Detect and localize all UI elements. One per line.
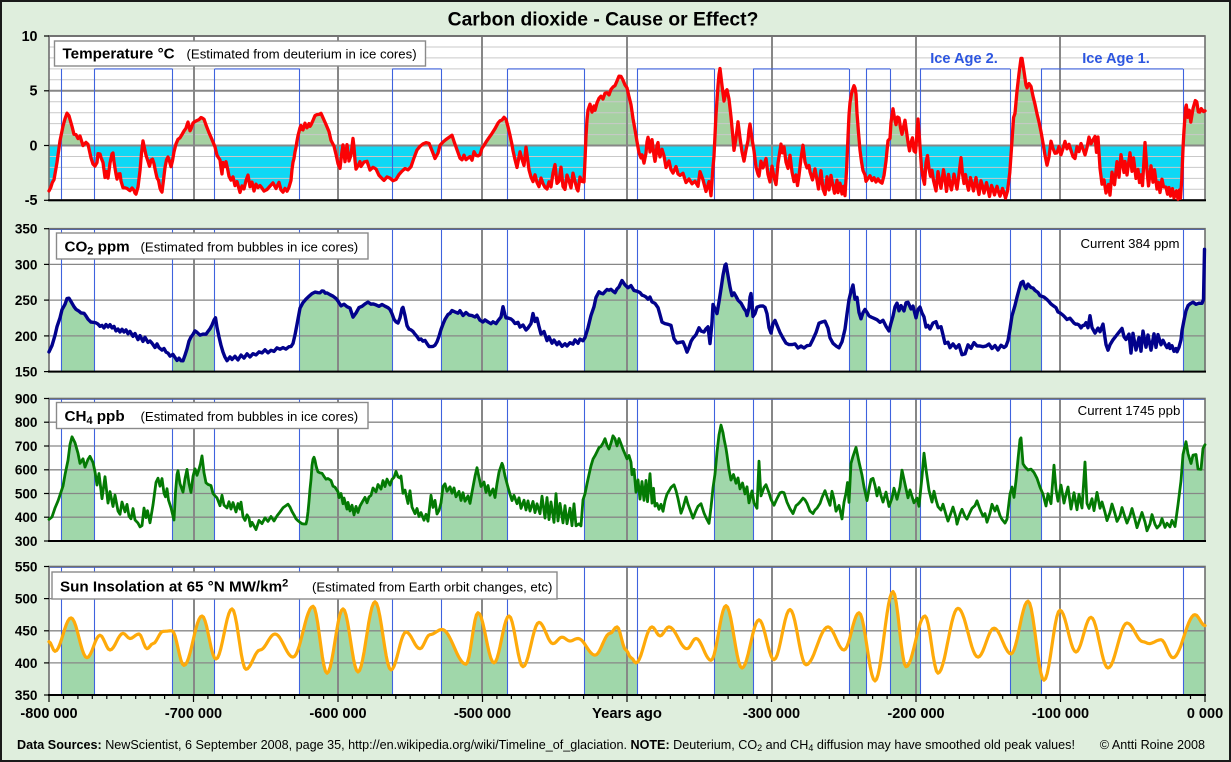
svg-text:0: 0 (30, 138, 38, 154)
svg-text:(Estimated from bubbles in ice: (Estimated from bubbles in ice cores) (141, 409, 359, 424)
svg-text:-300 000: -300 000 (743, 706, 800, 722)
svg-text:© Antti Roine 2008: © Antti Roine 2008 (1100, 738, 1205, 752)
svg-text:900: 900 (15, 391, 38, 406)
svg-text:350: 350 (15, 688, 38, 703)
svg-text:200: 200 (15, 329, 38, 344)
svg-text:Data Sources: NewScientist, 6: Data Sources: NewScientist, 6 September … (17, 738, 1075, 753)
svg-text:(Estimated from deuterium in i: (Estimated from deuterium in ice cores) (187, 47, 417, 62)
svg-text:300: 300 (15, 257, 38, 272)
svg-text:Temperature °C: Temperature °C (63, 46, 175, 63)
svg-text:-800 000: -800 000 (20, 706, 77, 722)
svg-text:(Estimated from bubbles in ice: (Estimated from bubbles in ice cores) (141, 240, 359, 255)
svg-text:Sun Insolation at 65 °N MW/km2: Sun Insolation at 65 °N MW/km2 (60, 578, 288, 596)
svg-text:-100 000: -100 000 (1032, 706, 1089, 722)
svg-text:350: 350 (15, 222, 38, 237)
svg-text:Ice Age 2.: Ice Age 2. (930, 51, 998, 67)
svg-text:Current 384 ppm: Current 384 ppm (1081, 236, 1180, 251)
svg-text:Carbon dioxide - Cause or Effe: Carbon dioxide - Cause or Effect? (448, 10, 759, 31)
svg-text:-700 000: -700 000 (165, 706, 222, 722)
svg-text:-5: -5 (25, 193, 38, 209)
svg-text:500: 500 (15, 486, 38, 501)
svg-text:450: 450 (15, 624, 38, 639)
svg-text:400: 400 (15, 510, 38, 525)
svg-text:CO2 ppm: CO2 ppm (65, 239, 130, 258)
svg-text:(Estimated from Earth orbit ch: (Estimated from Earth orbit changes, etc… (312, 580, 552, 595)
svg-text:550: 550 (15, 559, 38, 574)
svg-text:300: 300 (15, 534, 38, 549)
svg-text:Years ago: Years ago (592, 706, 662, 722)
svg-text:Ice Age 1.: Ice Age 1. (1082, 51, 1150, 67)
svg-text:150: 150 (15, 365, 38, 380)
svg-text:700: 700 (15, 439, 38, 454)
svg-text:800: 800 (15, 415, 38, 430)
svg-text:500: 500 (15, 592, 38, 607)
svg-text:-600 000: -600 000 (309, 706, 366, 722)
svg-text:600: 600 (15, 463, 38, 478)
svg-text:-200 000: -200 000 (887, 706, 944, 722)
svg-text:5: 5 (30, 84, 38, 100)
svg-text:10: 10 (22, 29, 38, 45)
svg-text:CH4 ppb: CH4 ppb (65, 408, 125, 427)
svg-text:400: 400 (15, 656, 38, 671)
svg-text:250: 250 (15, 293, 38, 308)
svg-text:Current 1745 ppb: Current 1745 ppb (1078, 403, 1181, 418)
svg-text:-500 000: -500 000 (454, 706, 511, 722)
svg-text:0 000: 0 000 (1187, 706, 1223, 722)
